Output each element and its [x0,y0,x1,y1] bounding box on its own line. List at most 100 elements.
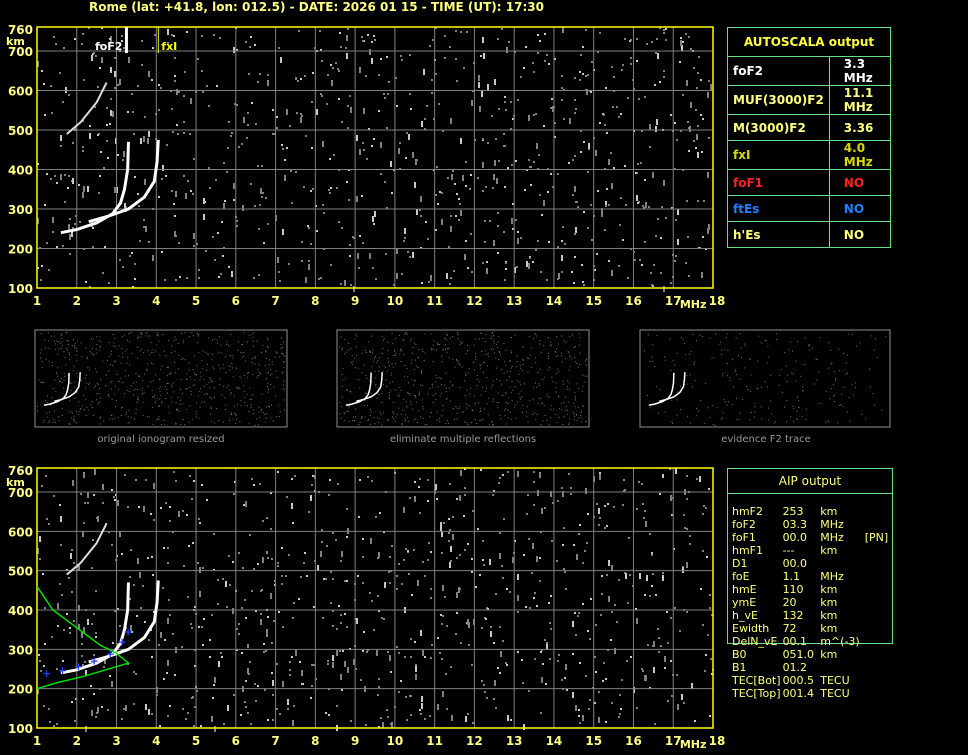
thumbnail-echo [167,340,169,342]
thumbnail-echo [94,368,96,370]
noise-echo [238,623,240,625]
thumbnail-echo [348,421,350,423]
noise-echo [344,580,346,582]
thumbnail-echo [497,406,499,408]
thumbnail-echo [834,371,836,373]
thumbnail-echo [341,347,343,349]
thumbnail-echo [764,381,766,383]
noise-echo [408,573,410,575]
noise-echo [550,491,552,497]
noise-echo [40,279,42,281]
thumbnail-echo [835,379,837,381]
noise-echo [362,582,364,584]
x-tick-label: 11 [426,734,443,748]
noise-echo [611,565,613,571]
noise-echo [254,205,256,207]
noise-echo [264,689,266,691]
noise-echo [380,173,382,175]
noise-echo [583,141,585,143]
thumbnail-echo [414,380,416,382]
aip-cell: 03.3 [782,518,808,531]
thumbnail-echo [561,352,563,354]
thumbnail-echo [366,392,368,394]
noise-echo [340,674,342,680]
thumbnail-echo [167,366,169,368]
y-tick-label: 300 [8,643,33,657]
noise-echo [365,75,367,77]
thumbnail-echo [145,368,147,370]
noise-echo [81,43,83,45]
thumbnail-echo [358,424,360,426]
thumbnail-echo [121,348,123,350]
noise-echo [611,702,613,704]
noise-echo [292,522,294,524]
noise-echo [441,531,443,537]
thumbnail-echo [282,341,284,343]
noise-echo [161,178,163,180]
thumbnail-echo [539,343,541,345]
noise-echo [446,625,448,627]
thumbnail-echo [252,340,254,342]
noise-echo [375,278,377,280]
noise-echo [696,478,698,480]
thumbnail-echo [341,373,343,375]
noise-echo [456,80,458,82]
noise-echo [222,578,224,580]
noise-echo [637,202,639,204]
thumbnail-echo [69,411,71,413]
noise-echo [121,553,123,555]
thumbnail-echo [75,373,77,375]
thumbnail-echo [416,421,418,423]
thumbnail-echo [845,362,847,364]
noise-echo [674,607,676,609]
noise-echo [451,174,453,180]
thumbnail-echo [254,424,256,426]
thumbnail-echo [712,423,714,425]
noise-echo [618,579,620,581]
thumbnail-echo [214,396,216,398]
noise-echo [453,270,455,272]
noise-echo [245,501,247,507]
noise-echo [174,75,176,77]
noise-echo [388,571,390,573]
noise-echo [166,144,168,146]
thumbnail-echo [96,371,98,373]
thumbnail-echo [121,336,123,338]
thumbnail-echo [349,405,351,407]
noise-echo [74,223,76,225]
thumbnail-echo [56,372,58,374]
noise-echo [304,552,306,554]
aip-cell: hmF2 [732,505,764,518]
thumbnail-echo [382,340,384,342]
thumbnail-echo [754,411,756,413]
noise-echo [72,142,74,144]
noise-echo [427,479,429,481]
noise-echo [328,189,330,191]
noise-echo [515,219,517,221]
noise-echo [401,59,403,61]
noise-echo [97,707,99,713]
noise-echo [498,160,500,162]
thumbnail-echo [576,362,578,364]
noise-echo [342,650,344,652]
thumbnail-echo [853,394,855,396]
thumbnail-echo [256,418,258,420]
thumbnail-echo [747,389,749,391]
noise-echo [442,585,444,591]
thumbnail-echo [339,413,341,415]
thumbnail-echo [155,350,157,352]
thumbnail-echo [498,350,500,352]
thumbnail-echo [493,335,495,337]
noise-echo [346,536,348,538]
thumbnail-echo [394,337,396,339]
noise-echo [137,85,139,87]
noise-echo [614,604,616,606]
noise-echo [550,173,552,175]
noise-echo [608,260,610,262]
thumbnail-echo [267,385,269,387]
aip-row: foF1 00.0 MHz [PN] [732,531,892,544]
noise-echo [60,516,62,522]
noise-echo [623,479,625,481]
noise-echo [215,179,217,181]
thumbnail-echo [542,420,544,422]
